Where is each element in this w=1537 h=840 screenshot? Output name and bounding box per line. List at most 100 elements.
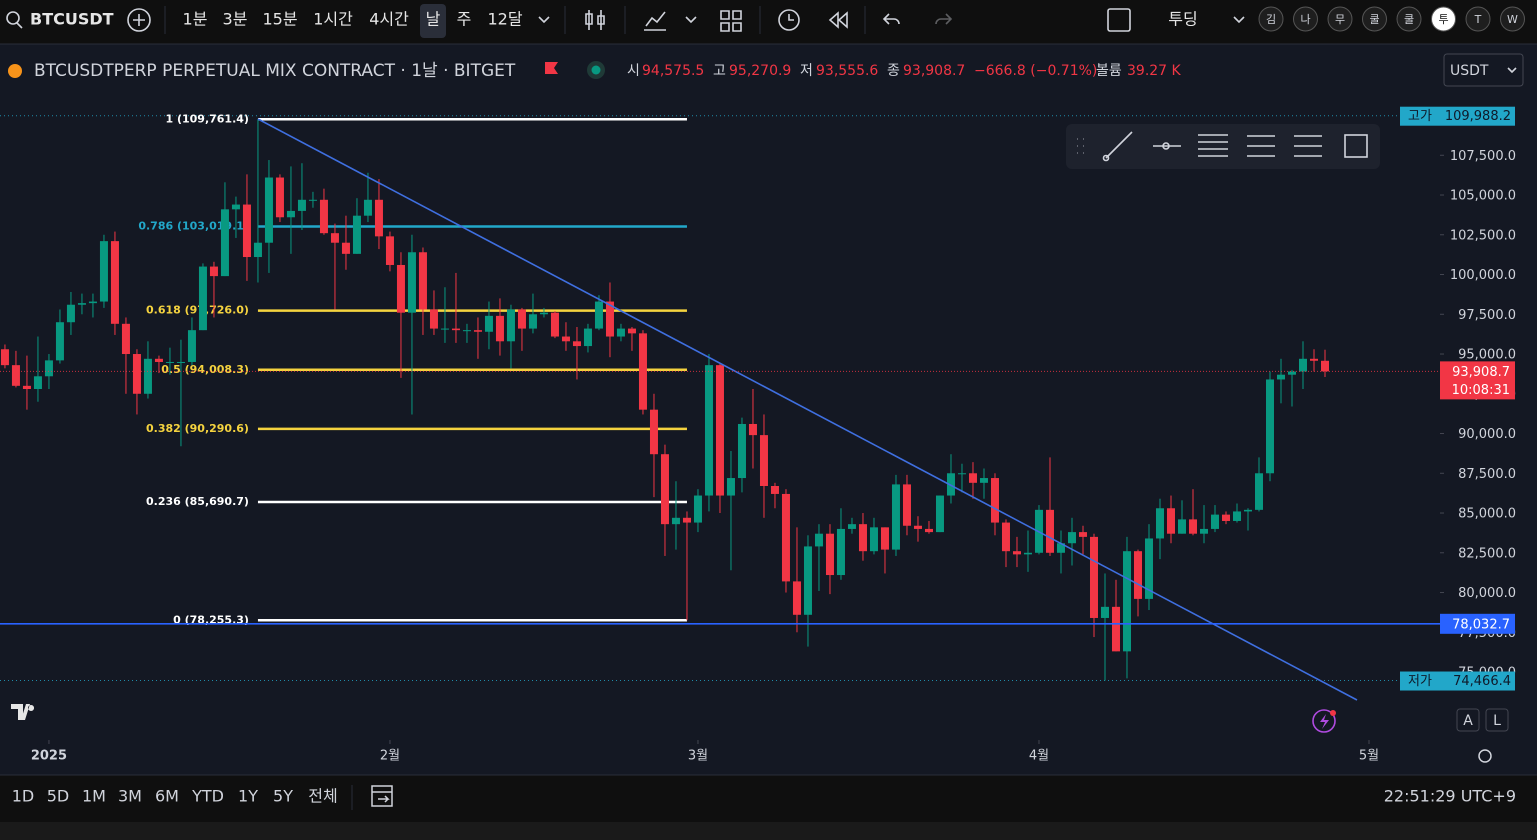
drawing-toolbar-bg bbox=[1066, 124, 1380, 169]
range-button[interactable]: 5Y bbox=[273, 787, 293, 806]
interval-button[interactable]: 12달 bbox=[487, 10, 522, 29]
interval-button[interactable]: 주 bbox=[457, 10, 472, 29]
avatar[interactable] bbox=[1327, 6, 1353, 32]
legend-high: 95,270.9 bbox=[729, 63, 791, 79]
range-button[interactable]: 3M bbox=[118, 787, 142, 806]
y-tick-label: 82,500.0 bbox=[1458, 546, 1516, 561]
avatar-label: 나 bbox=[1300, 13, 1310, 26]
avatar[interactable] bbox=[1500, 6, 1525, 32]
symbol[interactable]: BTCUSDT bbox=[30, 10, 114, 29]
candle-body bbox=[660, 454, 669, 525]
candle-body bbox=[616, 328, 625, 337]
scale-button[interactable] bbox=[1485, 708, 1509, 732]
candle-body bbox=[88, 301, 97, 304]
candle-body bbox=[704, 365, 713, 496]
avatar[interactable] bbox=[1431, 6, 1456, 32]
avatar-label: 쿨 bbox=[1404, 13, 1414, 26]
candle-body bbox=[429, 309, 438, 329]
candle-body bbox=[935, 495, 944, 533]
candle-body bbox=[484, 315, 493, 332]
indicators-icon[interactable] bbox=[644, 11, 666, 31]
drawing-toolbar bbox=[1066, 124, 1380, 169]
rectangle-tool[interactable] bbox=[1344, 134, 1368, 158]
interval-button[interactable]: 4시간 bbox=[369, 10, 409, 29]
status-dot bbox=[591, 65, 601, 75]
legend-change: −666.8 (−0.71%) bbox=[974, 63, 1097, 79]
y-tick-label: 95,000.0 bbox=[1458, 348, 1516, 363]
interval-button[interactable]: 1분 bbox=[183, 10, 208, 29]
lightning-bolt bbox=[1320, 714, 1329, 729]
candle-body bbox=[374, 199, 383, 237]
range-button[interactable]: 1D bbox=[12, 787, 35, 806]
flag-icon[interactable] bbox=[545, 62, 558, 74]
candle-body bbox=[440, 328, 449, 330]
candle-body bbox=[891, 484, 900, 550]
publish-button[interactable]: 투딩 bbox=[1168, 10, 1197, 29]
redo-icon[interactable] bbox=[935, 13, 953, 25]
fib-extension-tool[interactable] bbox=[1294, 135, 1322, 157]
range-button[interactable]: 1Y bbox=[238, 787, 258, 806]
candle-body bbox=[1199, 528, 1208, 534]
bottom-strip bbox=[0, 822, 1537, 840]
fib-tool[interactable] bbox=[1247, 135, 1275, 157]
range-button[interactable]: 1M bbox=[82, 787, 106, 806]
avatar[interactable] bbox=[1362, 6, 1387, 32]
date-range-icon[interactable] bbox=[371, 785, 393, 807]
avatar[interactable] bbox=[1396, 6, 1422, 32]
candle-body bbox=[1177, 519, 1186, 534]
undo-icon[interactable] bbox=[882, 13, 900, 25]
axis-settings[interactable] bbox=[1478, 749, 1492, 763]
fib-label: 0.236 (85,690.7) bbox=[146, 495, 249, 508]
candle-body bbox=[605, 301, 614, 337]
range-button[interactable]: 6M bbox=[155, 787, 179, 806]
drag-handle[interactable] bbox=[1077, 138, 1084, 154]
candle-body bbox=[1210, 514, 1219, 529]
candle-body bbox=[55, 322, 64, 361]
candle-body bbox=[253, 242, 262, 258]
x-tick-label: 5월 bbox=[1359, 749, 1379, 764]
replay-icon[interactable] bbox=[828, 11, 848, 29]
scale-button[interactable] bbox=[1456, 708, 1480, 732]
candle-body bbox=[968, 473, 977, 483]
trend-line-tool[interactable] bbox=[1105, 131, 1133, 159]
chart-type-icon[interactable] bbox=[585, 10, 605, 30]
plot-area: 1 (109,761.4) 0.786 (103,019.1) 0.618 (97,… bbox=[0, 112, 1440, 701]
indicators-dropdown[interactable] bbox=[685, 16, 697, 24]
avatar[interactable] bbox=[1258, 6, 1284, 32]
candle-body bbox=[550, 312, 559, 337]
channel-tool[interactable] bbox=[1198, 134, 1228, 157]
candle-body bbox=[561, 336, 570, 342]
range-button[interactable]: YTD bbox=[191, 787, 224, 806]
candle-body bbox=[682, 517, 691, 523]
avatar[interactable] bbox=[1293, 6, 1318, 32]
avatar[interactable] bbox=[1465, 6, 1491, 32]
candle-body bbox=[1078, 532, 1087, 537]
candle-body bbox=[737, 423, 746, 479]
interval-button[interactable]: 15분 bbox=[262, 10, 297, 29]
range-button[interactable]: 전체 bbox=[308, 787, 337, 806]
candle-body bbox=[187, 330, 196, 362]
fib-label: 0.382 (90,290.6) bbox=[146, 422, 249, 435]
candle-body bbox=[1001, 522, 1010, 552]
interval-button[interactable]: 날 bbox=[426, 10, 441, 29]
interval-button[interactable]: 3분 bbox=[223, 10, 248, 29]
add-symbol[interactable] bbox=[127, 8, 151, 32]
currency-select[interactable] bbox=[1443, 53, 1524, 87]
high-marker-value: 109,988.2 bbox=[1445, 109, 1511, 124]
candle-body bbox=[836, 528, 845, 576]
fullscreen-icon[interactable] bbox=[1107, 8, 1131, 32]
candle-body bbox=[1012, 551, 1021, 555]
fib-label: 0.618 (97,726.0) bbox=[146, 304, 249, 317]
interval-dropdown[interactable] bbox=[538, 16, 550, 24]
interval-button[interactable]: 1시간 bbox=[313, 10, 353, 29]
range-button[interactable]: 5D bbox=[47, 787, 70, 806]
avatar-label: 무 bbox=[1335, 13, 1345, 26]
publish-dropdown[interactable] bbox=[1233, 16, 1245, 24]
layouts-icon[interactable] bbox=[720, 10, 742, 32]
candle-body bbox=[748, 423, 757, 436]
alert-icon[interactable] bbox=[778, 9, 800, 31]
search-icon[interactable] bbox=[6, 11, 20, 25]
legend-high-label: 고 bbox=[713, 63, 726, 79]
candle-body bbox=[44, 360, 53, 377]
legend-low: 93,555.6 bbox=[816, 63, 878, 79]
